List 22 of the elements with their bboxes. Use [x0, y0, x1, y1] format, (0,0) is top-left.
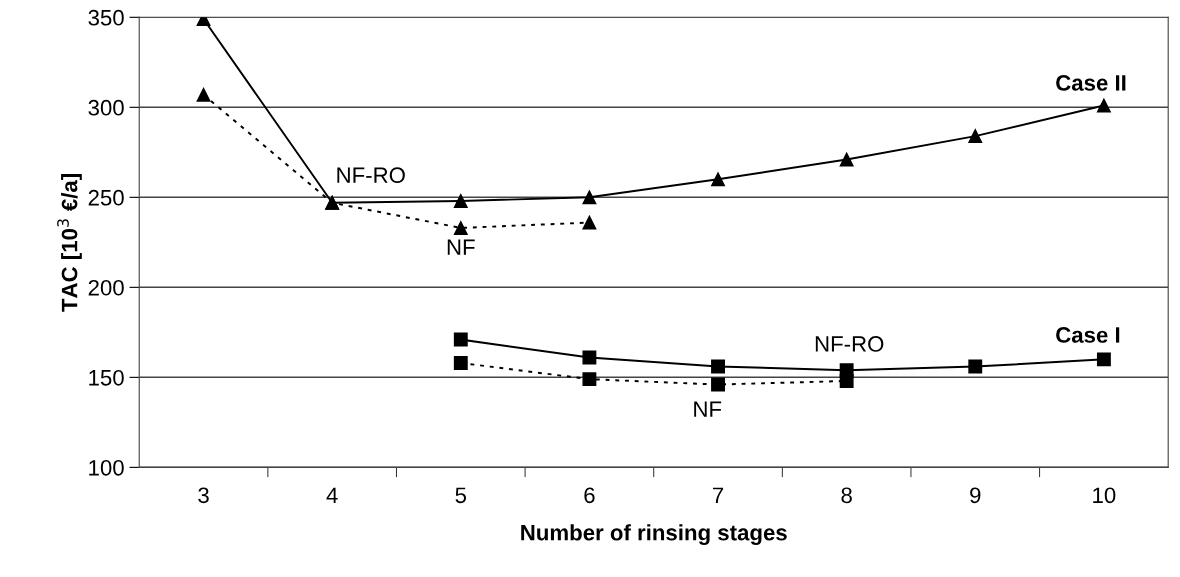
y-tick-label: 100 — [89, 459, 124, 476]
y-tick-label: 250 — [88, 189, 124, 206]
x-tick-label: 7 — [712, 487, 724, 503]
annotation: NF — [694, 401, 722, 417]
x-tick-label: 10 — [1093, 487, 1116, 504]
x-axis-title: Number of rinsing stages — [521, 524, 787, 546]
y-tick-label: 350 — [88, 9, 124, 26]
x-tick-label: 5 — [455, 487, 467, 504]
x-tick-label: 8 — [841, 487, 852, 504]
y-axis-title: TAC [10$^{3}$ €/a] — [57, 174, 82, 312]
annotation: NF-RO — [337, 167, 405, 184]
y-tick-label: 300 — [88, 99, 124, 116]
y-tick-label: 200 — [88, 279, 124, 296]
annotation: NF — [447, 239, 475, 255]
x-tick-label: 9 — [970, 487, 981, 504]
annotation: NF-RO — [815, 336, 884, 352]
x-tick-label: 4 — [326, 487, 338, 503]
y-tick-label: 150 — [89, 369, 124, 386]
x-tick-label: 6 — [584, 487, 595, 504]
annotation: Case I — [1056, 327, 1120, 343]
annotation: Case II — [1056, 75, 1126, 91]
x-tick-label: 3 — [198, 487, 209, 504]
